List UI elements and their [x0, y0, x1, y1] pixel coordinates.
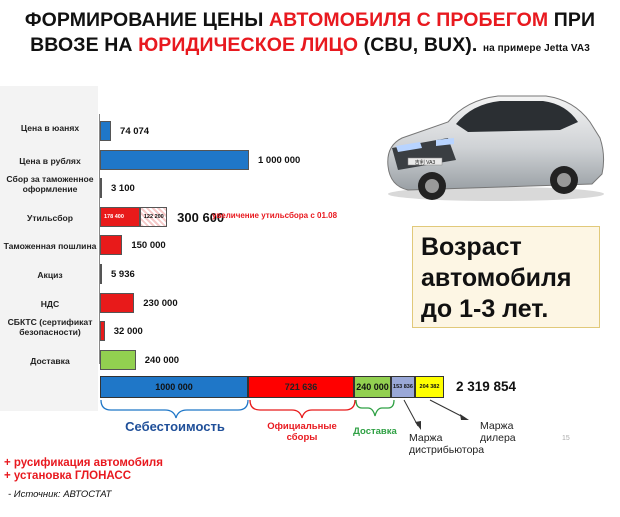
category-label-3: Утильсбор [26, 212, 74, 223]
value-label-4: 150 000 [131, 240, 166, 252]
car-image: 吉利 VA3 [387, 95, 605, 201]
brace-fees [249, 399, 356, 419]
bar-7 [100, 321, 105, 342]
category-label-7: СБКТС (сертификат безопасности) [7, 317, 93, 338]
value-label-5: 5 936 [111, 269, 135, 280]
category-label-4: Таможенная пошлина [3, 241, 97, 252]
category-label-2: Сбор за таможенное оформление [6, 174, 94, 195]
util-note: увеличение утильсбора с 01.08 [212, 211, 338, 220]
category-column [0, 86, 98, 411]
category-label-1: Цена в рублях [19, 155, 81, 166]
label-dealer-margin: Маржа дилера [480, 420, 516, 444]
value-label-7: 32 000 [113, 326, 143, 338]
category-label-8: Доставка [30, 355, 70, 366]
bar-4 [100, 235, 123, 256]
stack-segment-4: 204 382 [415, 376, 444, 398]
arrow-dealer [429, 399, 466, 419]
util-part-2-label: 122 200 [143, 213, 164, 220]
value-label-0: 74 074 [120, 126, 150, 137]
bar-util-part-2 [139, 206, 168, 227]
car-plate-text: 吉利 VA3 [415, 159, 436, 166]
brace-label-fees: Официальные сборы [267, 421, 337, 443]
source: - Источник: АВТОСТАТ [8, 489, 112, 500]
brace-delivery [355, 399, 395, 417]
label-dist-margin: Маржа дистрибьютора [409, 432, 485, 456]
category-label-0: Цена в юанях [20, 123, 80, 133]
bar-1 [100, 149, 249, 170]
total-value: 2 319 854 [456, 379, 517, 394]
plate-rect [407, 157, 443, 166]
value-label-1: 1 000 000 [258, 154, 301, 166]
bar-6 [100, 292, 135, 313]
arrow-dealer-head [460, 414, 469, 420]
brace-label-delivery: Доставка [353, 426, 397, 437]
chart-axis [99, 114, 100, 364]
brace-label-cost: Себестоимость [125, 419, 225, 434]
category-label-6: НДС [40, 298, 60, 309]
arrow-dist [403, 399, 419, 427]
brace-cost [100, 399, 249, 419]
stack-segment-2: 240 000 [354, 376, 391, 398]
note-1: + русификация автомобиля [4, 457, 163, 469]
page-title: ФОРМИРОВАНИЕ ЦЕНЫ АВТОМОБИЛЯ С ПРОБЕГОМ … [24, 9, 596, 56]
note-2: + установка ГЛОНАСС [4, 470, 132, 482]
bar-5 [100, 264, 102, 284]
value-label-8: 240 000 [144, 354, 180, 366]
arrow-dist-head [415, 421, 421, 430]
page-number: 15 [562, 435, 570, 442]
bar-util-part-1 [100, 206, 140, 227]
bar-8 [100, 349, 136, 370]
stack-segment-1: 721 636 [248, 376, 354, 398]
value-label-6: 230 000 [143, 297, 178, 309]
value-label-2: 3 100 [111, 183, 135, 195]
category-label-5: Акциз [37, 270, 63, 280]
stack-segment-3: 153 836 [391, 376, 415, 398]
stack-segment-0: 1000 000 [100, 376, 248, 398]
bar-2 [100, 178, 102, 199]
util-part-1-label: 178 400 [104, 213, 124, 220]
age-callout: Возраст автомобиля до 1-3 лет. [412, 226, 600, 328]
value-label-3: 300 600 [177, 209, 225, 225]
bar-0 [100, 121, 112, 141]
